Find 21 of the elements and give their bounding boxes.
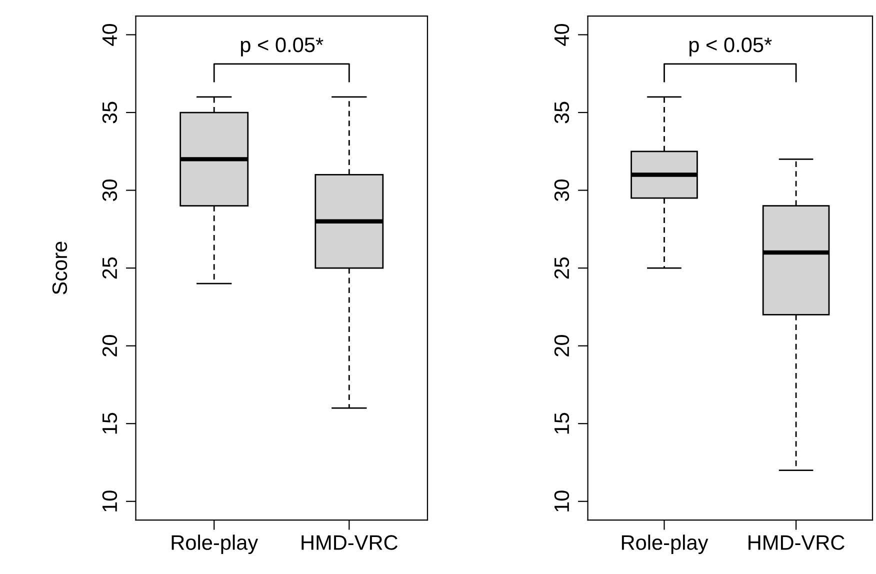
- x-tick-label: Role-play: [622, 534, 708, 554]
- y-tick-label: 35: [554, 102, 570, 124]
- y-tick-label: 30: [102, 180, 118, 202]
- y-tick-label: 10: [102, 490, 118, 512]
- y-tick-label: 15: [102, 412, 118, 434]
- y-tick-label: 15: [554, 412, 570, 434]
- y-tick-label: 35: [102, 102, 118, 124]
- y-tick-label: 30: [554, 180, 570, 202]
- x-tick-label: HMD-VRC: [302, 535, 398, 550]
- y-tick-label: 20: [102, 335, 118, 356]
- annotation: p < 0.05*: [690, 38, 772, 56]
- y-tick-label: 25: [554, 257, 570, 279]
- x-tick-label: Role-play: [172, 534, 258, 554]
- y-tick-label: 10: [554, 490, 570, 512]
- y-tick-label: 25: [102, 257, 118, 279]
- x-tick-label: HMD-VRC: [748, 535, 844, 550]
- y-tick-label: 20: [554, 335, 570, 356]
- y-tick-label: 40: [554, 24, 570, 46]
- y-axis-title: Score: [52, 242, 68, 294]
- y-tick-label: 40: [102, 24, 118, 46]
- annotation: p < 0.05*: [240, 38, 324, 56]
